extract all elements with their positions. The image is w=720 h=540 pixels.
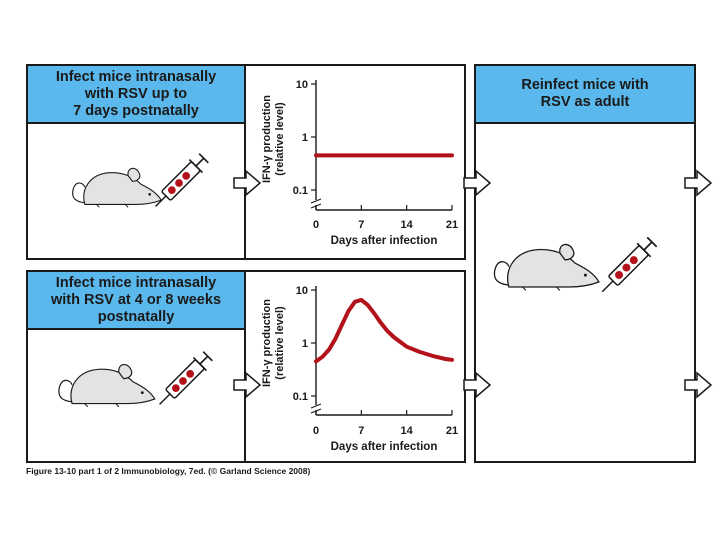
figure-caption: Figure 13-10 part 1 of 2 Immunobiology, … [26,466,311,476]
y-tick-label: 0.1 [293,391,308,403]
y-axis-label: IFN-γ production(relative level) [261,299,286,387]
y-tick-label: 1 [302,132,308,144]
syringe-icon [152,348,216,412]
arrow-right-icon [463,372,491,398]
bottom-left-panel: Infect mice intranasally with RSV at 4 o… [26,270,246,463]
syringe-icon [594,234,660,300]
mouse-icon [58,363,156,408]
ifn-chart-top: 0.1 1 10 0 7 14 21 Days after infection IFN-γ pr… [261,79,458,247]
header-line: postnatally [97,308,175,325]
x-tick-label: 7 [358,219,364,231]
header-line: with RSV up to [84,85,188,102]
right-header: Reinfect mice with RSV as adult [476,66,694,124]
header-line: Infect mice intranasally [55,274,217,291]
arrow-right-icon [233,170,261,196]
bottom-left-header: Infect mice intranasally with RSV at 4 o… [28,272,244,330]
axis-break [310,403,322,409]
top-chart-panel [244,64,466,260]
header-line: 7 days postnatally [73,102,199,119]
x-tick-label: 14 [401,425,414,437]
top-left-header: Infect mice intranasally with RSV up to … [28,66,244,124]
mouse-icon [72,167,162,208]
y-tick-label: 0.1 [293,185,308,197]
header-line: Infect mice intranasally [55,68,217,85]
arrow-right-icon [684,372,712,398]
x-axis-label: Days after infection [331,235,438,247]
syringe-icon [148,150,212,214]
arrow-right-icon [684,170,712,196]
x-tick-label: 21 [446,425,458,437]
header-line: Reinfect mice with [521,77,649,93]
y-tick-label: 1 [302,338,308,350]
y-axis-label: IFN-γ production(relative level) [261,95,286,183]
arrow-right-icon [233,372,261,398]
top-left-panel: Infect mice intranasally with RSV up to … [26,64,246,260]
mouse-icon [493,243,600,292]
x-tick-label: 7 [358,425,364,437]
right-panel: Reinfect mice with RSV as adult [474,64,696,463]
y-tick-label: 10 [296,285,308,297]
arrow-right-icon [463,170,491,196]
ifn-chart-bottom: 0.1 1 10 0 7 14 21 Days after infection IFN-γ pr… [261,285,458,453]
x-axis-label: Days after infection [331,441,438,453]
axis-break [310,198,322,204]
x-tick-label: 21 [446,219,458,231]
header-line: RSV as adult [540,94,630,110]
x-tick-label: 14 [401,219,414,231]
header-line: with RSV at 4 or 8 weeks [50,291,222,308]
series-line [314,297,454,364]
x-tick-label: 0 [313,425,319,437]
y-tick-label: 10 [296,79,308,91]
x-tick-label: 0 [313,219,319,231]
